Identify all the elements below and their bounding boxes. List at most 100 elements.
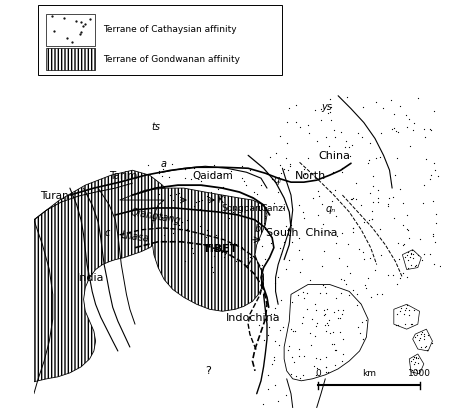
Point: [335, 255, 342, 261]
Point: [355, 130, 362, 137]
Point: [292, 119, 300, 126]
Point: [280, 166, 288, 173]
Point: [349, 224, 357, 231]
Point: [243, 181, 250, 188]
Point: [318, 105, 325, 112]
Point: [188, 244, 195, 251]
Polygon shape: [284, 284, 368, 381]
Point: [315, 188, 322, 195]
Point: [342, 138, 350, 145]
Point: [376, 226, 384, 233]
Point: [219, 248, 226, 255]
Point: [362, 317, 370, 324]
Point: [306, 276, 314, 283]
Text: b: b: [254, 224, 260, 234]
Point: [232, 258, 240, 265]
Point: [287, 228, 294, 234]
Point: [321, 321, 328, 328]
Text: ys: ys: [321, 102, 332, 112]
Point: [369, 199, 376, 206]
Point: [287, 222, 295, 228]
Point: [368, 208, 376, 215]
Point: [356, 246, 363, 252]
Point: [410, 247, 418, 254]
Point: [282, 266, 290, 272]
Point: [389, 193, 396, 200]
Point: [299, 320, 306, 326]
Point: [349, 229, 356, 236]
Point: [338, 229, 346, 236]
Point: [321, 292, 329, 299]
Point: [202, 234, 210, 240]
Point: [194, 201, 201, 208]
Point: [356, 305, 363, 311]
Text: Turan: Turan: [40, 191, 69, 201]
Point: [373, 99, 380, 105]
Point: [280, 238, 287, 245]
Point: [313, 365, 321, 371]
Text: India: India: [77, 273, 104, 283]
Point: [322, 290, 330, 296]
Point: [406, 251, 413, 257]
Point: [413, 331, 421, 338]
Point: [315, 176, 322, 183]
Point: [322, 364, 330, 370]
Point: [391, 171, 398, 178]
Point: [225, 214, 232, 221]
Point: [317, 289, 324, 296]
Polygon shape: [394, 304, 419, 329]
Bar: [46, 48, 95, 70]
Point: [283, 178, 291, 184]
Text: Qiangtang: Qiangtang: [130, 207, 182, 226]
Polygon shape: [409, 354, 424, 374]
Point: [296, 367, 304, 374]
Point: [430, 108, 438, 115]
Point: [211, 246, 219, 253]
Point: [385, 195, 393, 201]
Point: [323, 153, 330, 160]
Point: [396, 275, 404, 282]
Point: [416, 236, 424, 242]
Point: [404, 226, 412, 233]
Point: [410, 307, 418, 314]
Text: c: c: [104, 228, 109, 238]
Point: [289, 328, 297, 334]
Point: [419, 200, 427, 206]
Point: [323, 306, 330, 312]
Point: [391, 111, 398, 117]
Point: [321, 284, 329, 290]
Point: [341, 144, 348, 150]
Point: [422, 156, 429, 162]
Point: [428, 339, 435, 346]
Point: [327, 96, 334, 102]
Point: [302, 353, 310, 359]
Point: [318, 154, 325, 161]
Text: Lhasa: Lhasa: [120, 230, 150, 244]
Point: [403, 274, 411, 281]
Point: [293, 333, 301, 339]
Point: [408, 367, 415, 374]
Point: [356, 329, 364, 336]
Bar: [46, 13, 95, 46]
Point: [384, 271, 392, 278]
Point: [420, 182, 428, 188]
Point: [403, 302, 411, 308]
Point: [270, 200, 278, 206]
Point: [349, 225, 357, 231]
Point: [160, 232, 168, 238]
Point: [284, 167, 292, 173]
Point: [238, 163, 246, 170]
Point: [347, 196, 355, 202]
Point: [407, 262, 414, 269]
Text: y: y: [246, 256, 252, 266]
Text: China: China: [319, 151, 350, 161]
Text: 0: 0: [315, 369, 321, 378]
Point: [353, 291, 361, 297]
Point: [323, 320, 331, 326]
Point: [418, 330, 425, 337]
Point: [319, 282, 327, 288]
Point: [262, 225, 269, 232]
Point: [331, 346, 339, 353]
Point: [310, 363, 317, 369]
Point: [366, 255, 374, 261]
